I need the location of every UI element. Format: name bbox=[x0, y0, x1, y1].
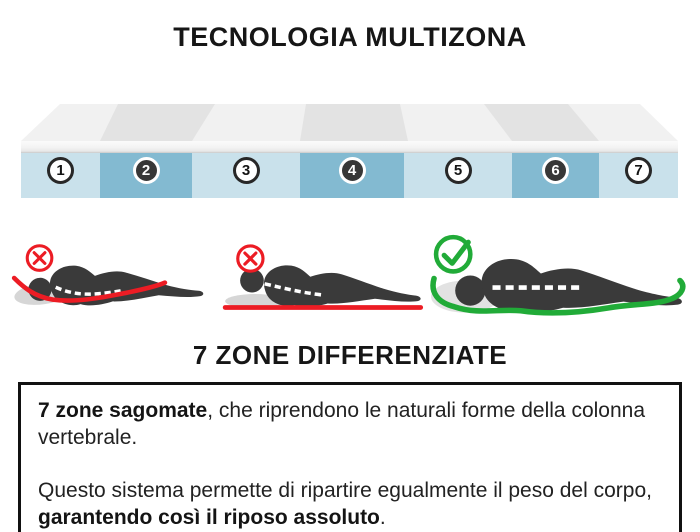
mattress-front-lip bbox=[21, 141, 678, 153]
x-circle-icon bbox=[25, 244, 54, 272]
mattress-top-surface bbox=[21, 104, 678, 141]
x-circle-icon bbox=[236, 244, 265, 273]
mattress-zone-4: 4 bbox=[300, 153, 404, 198]
posture-figure-too-firm bbox=[222, 244, 424, 310]
person-silhouette-icon bbox=[455, 258, 682, 312]
person-silhouette-icon bbox=[240, 265, 421, 307]
contour-base-line bbox=[430, 275, 686, 316]
spine-line bbox=[264, 282, 322, 297]
check-circle-icon bbox=[433, 234, 473, 274]
mattress-zone-1: 1 bbox=[21, 153, 100, 198]
posture-comparison-row bbox=[0, 228, 700, 324]
zone-number-badge: 2 bbox=[132, 157, 160, 184]
top-stripe-zone2 bbox=[100, 104, 215, 141]
zone-number-badge: 5 bbox=[444, 157, 472, 184]
zone-number-badge: 1 bbox=[47, 157, 74, 184]
info-text: , che riprendono le naturali forme della… bbox=[38, 399, 646, 450]
info-paragraph-2: Questo sistema permette di ripartire egu… bbox=[38, 477, 662, 531]
top-stripe-zone6 bbox=[484, 104, 599, 141]
section-title: 7 ZONE DIFFERENZIATE bbox=[192, 340, 508, 370]
info-bold-text: garantendo così il riposo assoluto bbox=[38, 506, 380, 530]
mattress-diagram: 1 2 3 4 5 6 7 bbox=[0, 100, 700, 200]
zone-number-badge: 7 bbox=[625, 157, 652, 184]
sagging-base-line bbox=[11, 275, 168, 303]
mattress-front-face: 1 2 3 4 5 6 7 bbox=[21, 153, 678, 198]
zone-number-badge: 3 bbox=[232, 157, 260, 184]
posture-figure-multizone bbox=[430, 234, 686, 316]
mattress-zone-2: 2 bbox=[100, 153, 192, 198]
info-text: . bbox=[379, 506, 386, 530]
info-paragraph-1: 7 zone sagomate, che riprendono le natur… bbox=[38, 397, 662, 451]
spine-line bbox=[55, 285, 124, 296]
mattress-zone-3: 3 bbox=[192, 153, 300, 198]
zone-number-badge: 6 bbox=[542, 157, 569, 184]
page-title: TECNOLOGIA MULTIZONA bbox=[173, 22, 527, 52]
posture-figure-sagging bbox=[11, 244, 204, 306]
zone-number-badge: 4 bbox=[338, 157, 366, 184]
info-bold-text: 7 zone sagomate bbox=[38, 399, 208, 422]
mattress-zone-5: 5 bbox=[404, 153, 512, 198]
mattress-zone-6: 6 bbox=[512, 153, 599, 198]
info-box: 7 zone sagomate, che riprendono le natur… bbox=[18, 382, 682, 532]
info-text: Questo sistema permette di ripartire egu… bbox=[38, 479, 652, 503]
top-stripe-zone4 bbox=[300, 104, 408, 141]
mattress-zone-7: 7 bbox=[599, 153, 678, 198]
